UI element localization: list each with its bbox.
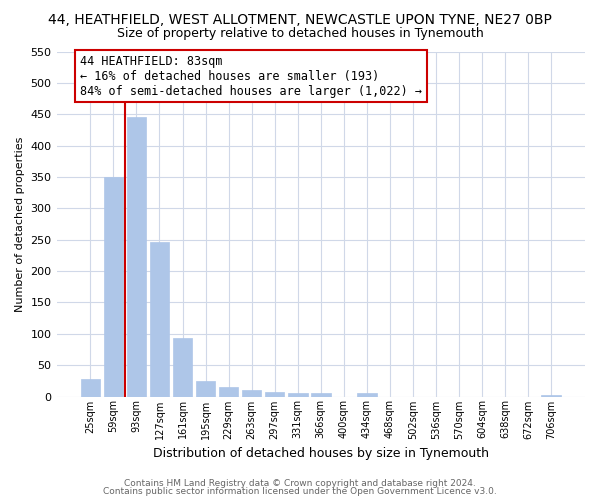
Text: Size of property relative to detached houses in Tynemouth: Size of property relative to detached ho… [116, 28, 484, 40]
Bar [288, 394, 308, 396]
Bar [80, 379, 100, 396]
Bar [219, 387, 238, 396]
Bar [265, 392, 284, 396]
Bar [104, 177, 123, 396]
Bar [173, 338, 193, 396]
Text: 44, HEATHFIELD, WEST ALLOTMENT, NEWCASTLE UPON TYNE, NE27 0BP: 44, HEATHFIELD, WEST ALLOTMENT, NEWCASTL… [48, 12, 552, 26]
Text: 44 HEATHFIELD: 83sqm
← 16% of detached houses are smaller (193)
84% of semi-deta: 44 HEATHFIELD: 83sqm ← 16% of detached h… [80, 54, 422, 98]
Bar [357, 393, 377, 396]
Text: Contains HM Land Registry data © Crown copyright and database right 2024.: Contains HM Land Registry data © Crown c… [124, 478, 476, 488]
X-axis label: Distribution of detached houses by size in Tynemouth: Distribution of detached houses by size … [153, 447, 489, 460]
Bar [541, 394, 561, 396]
Bar [242, 390, 262, 396]
Bar [196, 381, 215, 396]
Bar [127, 118, 146, 396]
Y-axis label: Number of detached properties: Number of detached properties [15, 136, 25, 312]
Text: Contains public sector information licensed under the Open Government Licence v3: Contains public sector information licen… [103, 487, 497, 496]
Bar [311, 394, 331, 396]
Bar [149, 242, 169, 396]
